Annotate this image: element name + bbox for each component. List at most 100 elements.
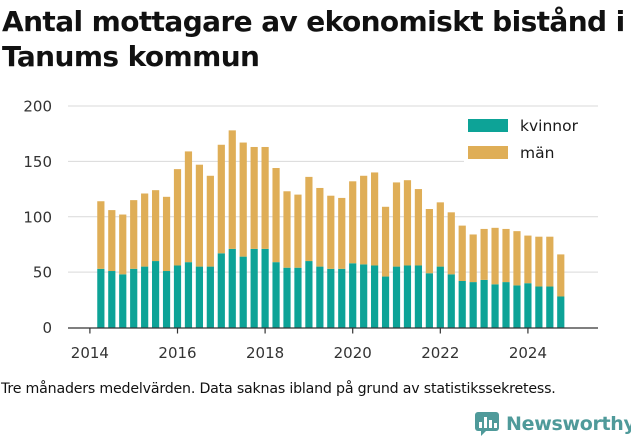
legend-swatch-kvinnor <box>468 119 508 132</box>
bar-kvinnor <box>108 271 116 328</box>
bar-kvinnor <box>217 253 225 328</box>
bar-kvinnor <box>338 268 346 328</box>
y-tick-label: 150 <box>23 153 52 171</box>
y-tick-label: 100 <box>23 208 52 226</box>
bar-man <box>535 236 543 287</box>
bar-man <box>327 195 335 269</box>
bar-man <box>250 146 258 249</box>
bar-man <box>491 227 499 285</box>
bar-man <box>447 212 455 275</box>
bar-man <box>217 144 225 254</box>
bar-kvinnor <box>250 248 258 328</box>
brand-logo[interactable]: Newsworthy <box>474 408 631 440</box>
bar-man <box>173 169 182 266</box>
bar-kvinnor <box>119 274 127 328</box>
bar-kvinnor <box>371 265 379 328</box>
bar-kvinnor <box>392 266 401 328</box>
bar-kvinnor <box>414 265 423 328</box>
bar-kvinnor <box>195 266 204 328</box>
y-tick-label: 200 <box>23 98 52 116</box>
bar-man <box>152 190 160 262</box>
bar-kvinnor <box>316 266 324 328</box>
bar-kvinnor <box>141 266 149 328</box>
bar-man <box>392 182 401 267</box>
bar-kvinnor <box>524 283 532 328</box>
bar-kvinnor <box>535 286 543 328</box>
bar-man <box>206 175 214 267</box>
bar-kvinnor <box>305 261 313 328</box>
x-tick-label: 2016 <box>158 344 196 362</box>
chart-svg: 2014 2016 2018 2020 2022 2024 0 50 100 150 200 kv… <box>23 98 600 362</box>
bar-man <box>283 191 291 268</box>
bar-man <box>360 175 368 265</box>
brand-name: Newsworthy <box>506 413 631 435</box>
bar-man <box>458 225 466 281</box>
bar-kvinnor <box>272 262 280 328</box>
bar-man <box>436 202 444 267</box>
bar-man <box>184 151 193 263</box>
bar-kvinnor <box>261 248 269 328</box>
legend-label-kvinnor: kvinnor <box>520 117 579 135</box>
x-tick-label: 2024 <box>509 344 547 362</box>
legend-swatch-man <box>468 146 508 159</box>
bar-man <box>97 201 105 269</box>
bar-kvinnor <box>97 268 105 328</box>
bar-kvinnor <box>403 265 412 328</box>
bar-man <box>469 234 477 283</box>
bars <box>97 130 565 328</box>
bar-kvinnor <box>360 264 368 328</box>
bar-man <box>425 208 433 274</box>
bar-man <box>502 228 510 283</box>
legend-label-man: män <box>520 144 554 162</box>
bar-man <box>130 200 138 269</box>
bar-kvinnor <box>480 279 488 328</box>
bar-man <box>524 235 532 284</box>
bar-kvinnor <box>206 266 214 328</box>
x-tick-label: 2014 <box>71 344 109 362</box>
bar-man <box>141 193 149 267</box>
bar-kvinnor <box>458 280 466 328</box>
bar-man <box>546 236 554 287</box>
bar-kvinnor <box>491 284 499 328</box>
bar-man <box>338 197 346 269</box>
bar-kvinnor <box>349 263 357 328</box>
bar-kvinnor <box>469 282 477 328</box>
newsworthy-chart-icon <box>475 412 499 436</box>
bar-kvinnor <box>184 262 193 328</box>
bar-man <box>557 254 565 297</box>
footnote: Tre månaders medelvärden. Data saknas ib… <box>1 381 556 397</box>
bar-kvinnor <box>152 261 160 328</box>
bar-man <box>228 130 236 249</box>
bar-kvinnor <box>513 285 521 328</box>
bar-kvinnor <box>447 274 455 328</box>
bar-man <box>414 189 423 266</box>
bar-kvinnor <box>381 276 390 328</box>
bar-man <box>261 146 269 249</box>
bar-man <box>513 231 521 286</box>
bar-kvinnor <box>173 265 182 328</box>
bar-kvinnor <box>162 271 171 328</box>
bar-man <box>162 196 171 272</box>
bar-kvinnor <box>228 248 236 328</box>
bar-kvinnor <box>130 268 138 328</box>
bar-man <box>108 210 116 272</box>
bar-man <box>403 180 412 266</box>
x-tick-label: 2018 <box>246 344 284 362</box>
bar-man <box>381 206 390 277</box>
y-tick-label: 50 <box>33 264 52 282</box>
bar-man <box>305 176 313 262</box>
bar-man <box>480 228 488 280</box>
bar-man <box>239 142 247 257</box>
x-tick-label: 2020 <box>334 344 372 362</box>
chart-title: Antal mottagare av ekonomiskt bistånd i … <box>2 5 625 73</box>
bar-kvinnor <box>546 286 554 328</box>
bar-man <box>272 168 280 263</box>
bar-kvinnor <box>283 267 291 328</box>
y-tick-label: 0 <box>42 319 52 337</box>
bar-kvinnor <box>425 273 433 328</box>
bar-kvinnor <box>327 268 335 328</box>
bar-kvinnor <box>239 256 247 328</box>
bar-man <box>371 172 379 266</box>
bar-man <box>119 214 127 275</box>
x-tick-label: 2022 <box>421 344 459 362</box>
